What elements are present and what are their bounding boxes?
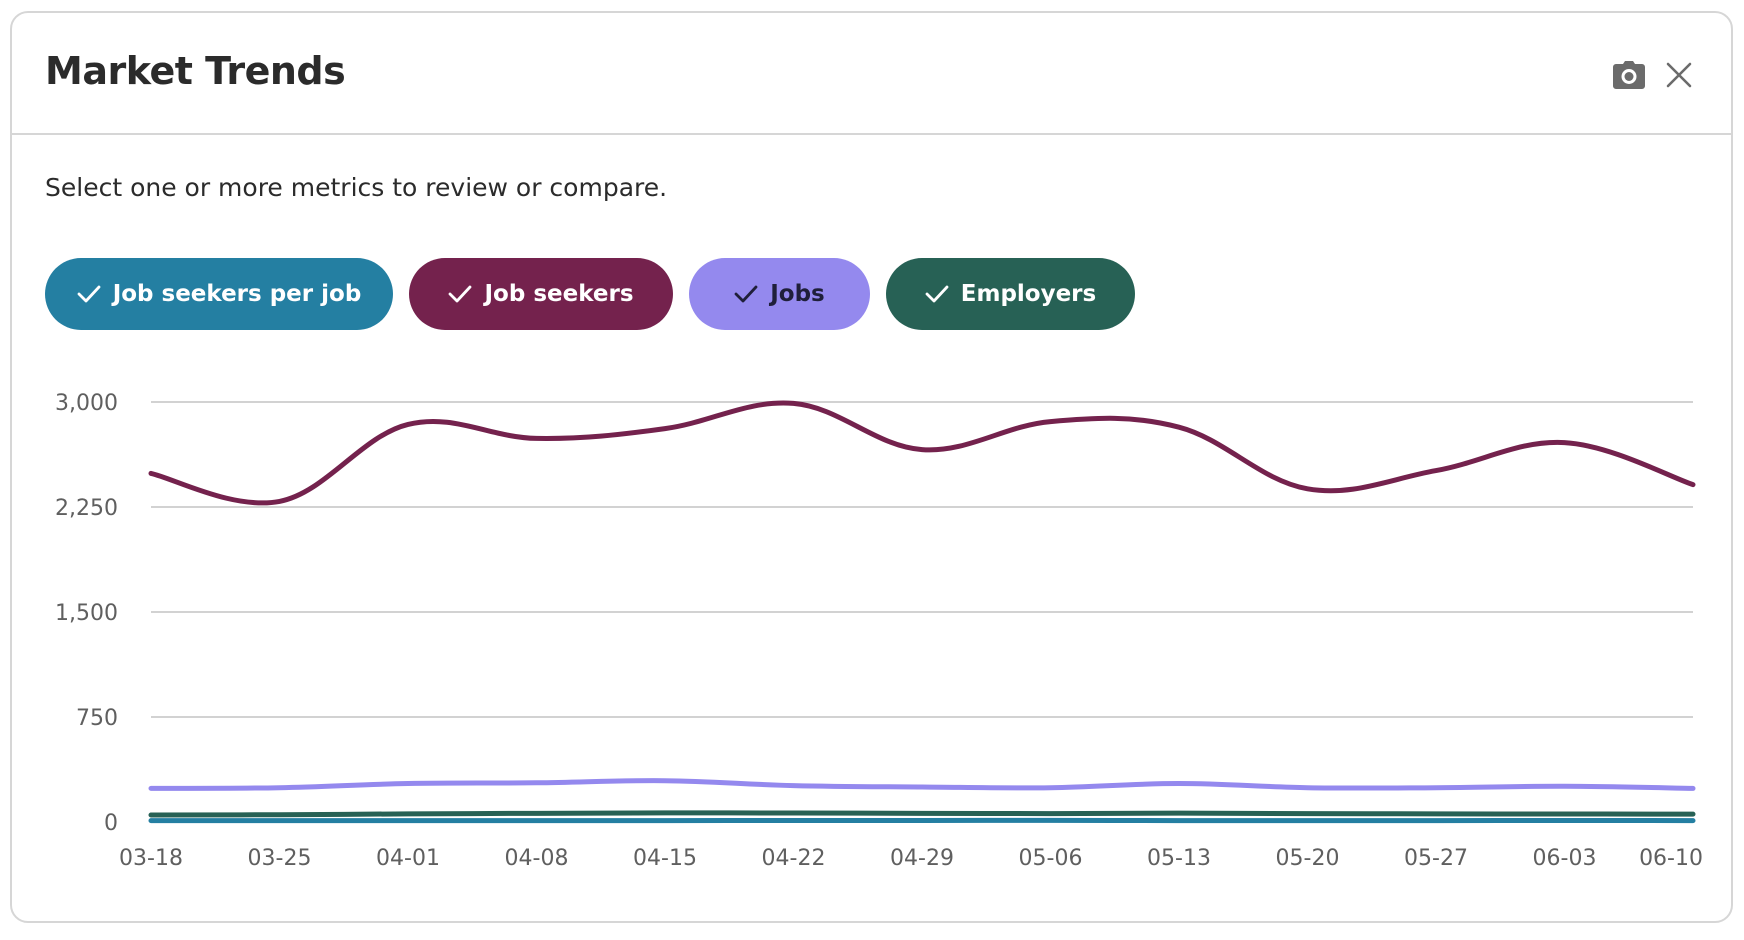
x-tick-label: 05-20 (1276, 846, 1340, 871)
header-divider (12, 133, 1731, 135)
check-icon (734, 285, 758, 303)
metric-toggle-employers[interactable]: Employers (886, 258, 1135, 330)
close-icon (1666, 62, 1692, 88)
x-tick-label: 04-01 (376, 846, 440, 871)
y-tick-label: 750 (76, 706, 118, 731)
series-line-jobs (148, 778, 1696, 791)
x-tick-label: 04-15 (633, 846, 697, 871)
close-button[interactable] (1663, 59, 1695, 91)
instructions-text: Select one or more metrics to review or … (45, 173, 668, 202)
metric-toggle-label: Jobs (770, 281, 825, 307)
screenshot-button[interactable] (1613, 59, 1645, 91)
series-line-employers (148, 810, 1696, 818)
x-tick-label: 04-08 (505, 846, 569, 871)
y-tick-label: 1,500 (55, 601, 118, 626)
x-axis: 03-18 03-25 04-01 04-08 04-15 04-22 04-29 05-06… (119, 846, 1703, 871)
y-tick-label: 0 (104, 811, 118, 836)
metric-toggle-label: Employers (960, 281, 1097, 307)
metric-toggle-label: Job seekers (484, 281, 634, 307)
y-tick-label: 3,000 (55, 391, 118, 416)
metric-toggle-job-seekers-per-job[interactable]: Job seekers per job (45, 258, 393, 330)
x-tick-label: 03-18 (119, 846, 183, 871)
check-icon (77, 285, 101, 303)
metric-toggle-label: Job seekers per job (112, 281, 362, 307)
x-tick-label: 06-03 (1533, 846, 1597, 871)
metric-toggle-jobs[interactable]: Jobs (689, 258, 870, 330)
x-tick-label: 04-29 (890, 846, 954, 871)
dialog-title: Market Trends (45, 49, 346, 93)
metric-toggle-job-seekers[interactable]: Job seekers (409, 258, 673, 330)
x-tick-label: 06-10 (1639, 846, 1703, 871)
y-axis: 0 750 1,500 2,250 3,000 (55, 391, 118, 836)
header-actions (1613, 59, 1695, 91)
x-tick-label: 03-25 (248, 846, 312, 871)
check-icon (449, 285, 472, 303)
gridlines (151, 401, 1693, 718)
series-lines (148, 400, 1696, 824)
y-tick-label: 2,250 (55, 496, 118, 521)
metric-toggle-group: Job seekers per job Job seekers Jobs Emp… (45, 258, 1135, 330)
x-tick-label: 05-27 (1404, 846, 1468, 871)
x-tick-label: 05-06 (1019, 846, 1083, 871)
camera-icon (1613, 61, 1645, 89)
series-line-job-seekers (148, 400, 1696, 506)
check-icon (925, 285, 949, 303)
x-tick-label: 04-22 (762, 846, 826, 871)
x-tick-label: 05-13 (1147, 846, 1211, 871)
